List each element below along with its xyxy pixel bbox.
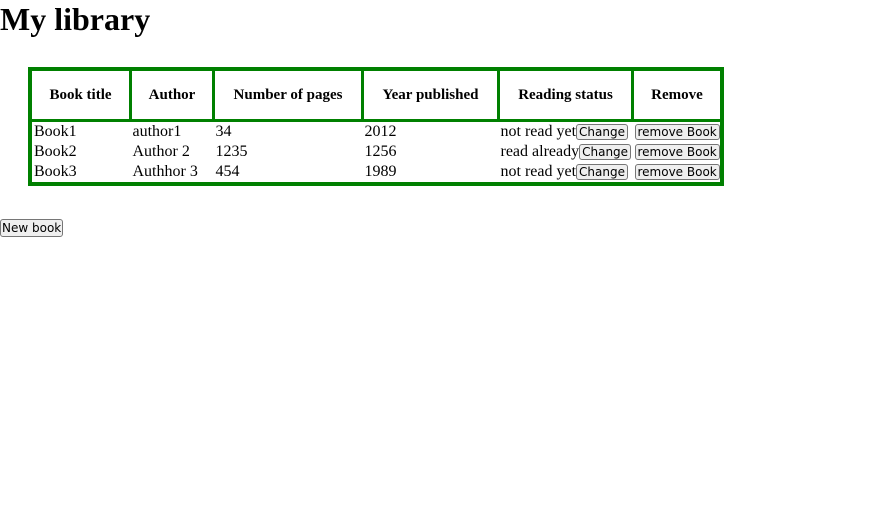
pages-cell: 34 — [215, 123, 232, 140]
change-status-button[interactable]: Change — [579, 144, 632, 161]
reading-status-cell: not read yet Change — [499, 121, 633, 143]
remove-cell: remove Book — [633, 162, 723, 184]
remove-cell: remove Book — [633, 142, 723, 162]
new-book-button[interactable]: New book — [0, 219, 64, 237]
year-cell: 1256 — [364, 143, 397, 160]
remove-book-button[interactable]: remove Book — [634, 164, 720, 181]
pages-cell: 454 — [215, 163, 240, 180]
book-title-cell: Book1 — [34, 123, 77, 140]
remove-cell: remove Book — [633, 121, 723, 143]
table-row: Book3 Authhor 3 454 1989 not read yet Cha… — [30, 162, 722, 184]
author-cell: author1 — [132, 123, 182, 140]
year-cell: 2012 — [364, 123, 397, 140]
reading-status-cell: not read yet Change — [499, 162, 633, 184]
table-header-row: Book title Author Number of pages Year p… — [30, 69, 722, 122]
reading-status-text: read already — [500, 143, 580, 160]
pages-cell: 1235 — [215, 143, 248, 160]
header-author: Author — [130, 69, 215, 122]
header-remove: Remove — [632, 69, 722, 122]
change-status-button[interactable]: Change — [576, 124, 628, 141]
reading-status-text: not read yet — [500, 123, 577, 140]
remove-book-button[interactable]: remove Book — [634, 144, 720, 161]
header-number-of-pages: Number of pages — [213, 69, 364, 122]
header-reading-status: Reading status — [498, 69, 634, 122]
book-title-cell: Book3 — [34, 163, 77, 180]
table-row: Book2 Author 2 1235 1256 read already Cha… — [30, 142, 722, 162]
table-row: Book1 author1 34 2012 not read yet Change… — [30, 121, 722, 143]
author-cell: Authhor 3 — [132, 163, 198, 180]
reading-status-cell: read already Change — [499, 142, 633, 162]
author-cell: Author 2 — [132, 143, 190, 160]
library-table: Book title Author Number of pages Year p… — [28, 67, 724, 186]
reading-status-text: not read yet — [500, 163, 577, 180]
page-title: My library — [0, 1, 151, 37]
change-status-button[interactable]: Change — [576, 164, 628, 181]
header-year-published: Year published — [362, 69, 500, 122]
year-cell: 1989 — [364, 163, 397, 180]
header-book-title: Book title — [30, 69, 132, 122]
remove-book-button[interactable]: remove Book — [634, 124, 720, 141]
book-title-cell: Book2 — [34, 143, 77, 160]
